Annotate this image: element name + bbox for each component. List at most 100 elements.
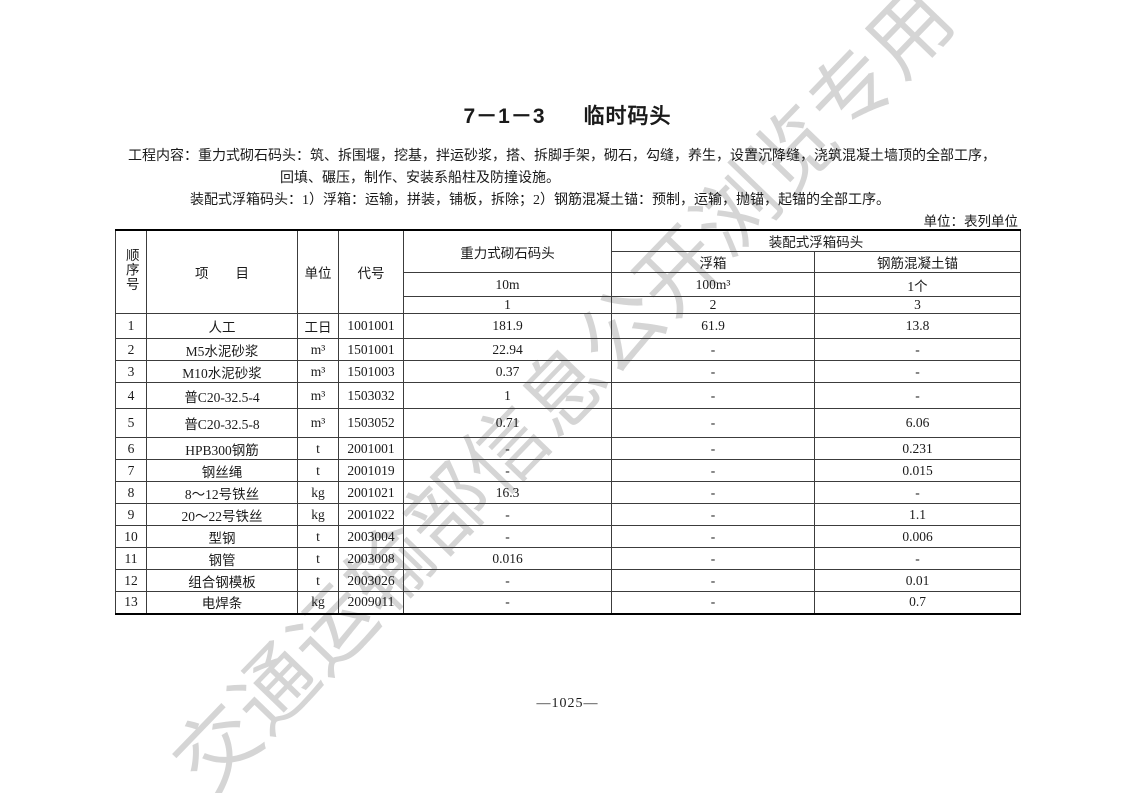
row-seq: 2 — [115, 338, 147, 361]
row-value-float: - — [611, 408, 815, 438]
work-content-line1: 工程内容：重力式砌石码头：筑、拆围堰，挖基，拌运砂浆，搭、拆脚手架，砌石，勾缝，… — [128, 149, 996, 164]
header-qty-float: 100m³ — [611, 272, 815, 297]
row-value-anchor: - — [814, 547, 1021, 570]
row-value-anchor: 1.1 — [814, 503, 1021, 526]
row-value-anchor: 0.015 — [814, 459, 1021, 482]
row-unit: m³ — [297, 338, 339, 361]
row-unit: kg — [297, 503, 339, 526]
row-value-gravity: - — [403, 459, 612, 482]
row-code: 2001022 — [338, 503, 404, 526]
table-row: 13 电焊条 kg 2009011- -0.7 — [115, 591, 1021, 614]
section-name: 临时码头 — [583, 105, 672, 128]
table-row: 5 普C20-32.5-8 m³ 1503052 0.71-6.06 — [115, 408, 1021, 438]
row-unit: m³ — [297, 360, 339, 383]
header-seq: 顺序号 — [115, 229, 147, 314]
row-value-anchor: 13.8 — [814, 313, 1021, 339]
work-content-line2: 回填、碾压，制作、安装系船柱及防撞设施。 — [280, 171, 560, 186]
row-unit: t — [297, 547, 339, 570]
row-seq: 4 — [115, 382, 147, 409]
row-unit: t — [297, 437, 339, 460]
table-row: 6 HPB300钢筋 t 2001001- -0.231 — [115, 437, 1021, 460]
table-row: 3 M10水泥砂浆 m³ 1501003 0.37- - — [115, 360, 1021, 383]
row-value-float: - — [611, 525, 815, 548]
header-unit: 单位 — [297, 229, 339, 314]
row-value-anchor: 0.01 — [814, 569, 1021, 592]
quota-table: 顺序号 项 目 单位 代号 重力式砌石码头 装配式浮箱码头 浮箱 钢筋混凝土锚 … — [115, 229, 1021, 615]
header-qty-anchor: 1个 — [814, 272, 1021, 297]
row-value-float: - — [611, 382, 815, 409]
row-seq: 10 — [115, 525, 147, 548]
row-value-gravity: - — [403, 591, 612, 614]
row-value-gravity: 16.3 — [403, 481, 612, 504]
row-item: 型钢 — [146, 525, 298, 548]
row-unit: t — [297, 569, 339, 592]
row-unit: t — [297, 459, 339, 482]
row-code: 2003004 — [338, 525, 404, 548]
row-code: 1503032 — [338, 382, 404, 409]
row-value-float: - — [611, 547, 815, 570]
row-value-anchor: 0.7 — [814, 591, 1021, 614]
row-code: 1501003 — [338, 360, 404, 383]
row-unit: kg — [297, 591, 339, 614]
row-value-gravity: - — [403, 525, 612, 548]
row-item: M10水泥砂浆 — [146, 360, 298, 383]
quota-table-header: 顺序号 项 目 单位 代号 重力式砌石码头 装配式浮箱码头 浮箱 钢筋混凝土锚 … — [115, 229, 1021, 314]
row-value-gravity: - — [403, 437, 612, 460]
row-seq: 7 — [115, 459, 147, 482]
row-seq: 3 — [115, 360, 147, 383]
row-seq: 9 — [115, 503, 147, 526]
table-row: 7 钢丝绳 t 2001019- -0.015 — [115, 459, 1021, 482]
table-row: 2 M5水泥砂浆 m³ 1501001 22.94- - — [115, 338, 1021, 361]
row-value-float: - — [611, 437, 815, 460]
table-row: 8 8～12号铁丝 kg 2001021 16.3- - — [115, 481, 1021, 504]
row-code: 2001019 — [338, 459, 404, 482]
row-item: 钢管 — [146, 547, 298, 570]
row-value-anchor: - — [814, 481, 1021, 504]
row-item: 电焊条 — [146, 591, 298, 614]
row-item: 人工 — [146, 313, 298, 339]
row-seq: 1 — [115, 313, 147, 339]
row-code: 2001021 — [338, 481, 404, 504]
header-gravity-wharf: 重力式砌石码头 — [403, 229, 612, 273]
row-unit: t — [297, 525, 339, 548]
unit-note: 单位：表列单位 — [923, 214, 1019, 229]
table-row: 12 组合钢模板 t 2003026- -0.01 — [115, 569, 1021, 592]
header-item: 项 目 — [146, 229, 298, 314]
row-value-float: - — [611, 569, 815, 592]
row-item: 8～12号铁丝 — [146, 481, 298, 504]
header-concrete-anchor: 钢筋混凝土锚 — [814, 251, 1021, 273]
row-value-float: - — [611, 459, 815, 482]
row-code: 1501001 — [338, 338, 404, 361]
quota-table-body: 1 人工 工日 1001001 181.9 61.9 13.8 2 M5水泥砂浆 m³ 150100… — [115, 313, 1021, 614]
row-seq: 11 — [115, 547, 147, 570]
row-value-anchor: - — [814, 382, 1021, 409]
row-seq: 5 — [115, 408, 147, 438]
row-value-float: - — [611, 481, 815, 504]
quota-table-wrap: 顺序号 项 目 单位 代号 重力式砌石码头 装配式浮箱码头 浮箱 钢筋混凝土锚 … — [115, 229, 1021, 615]
row-value-anchor: - — [814, 360, 1021, 383]
header-colnum-float: 2 — [611, 296, 815, 314]
row-unit: m³ — [297, 382, 339, 409]
section-title: 7－1－3 临时码头 — [115, 100, 1020, 130]
header-assembled-wharf: 装配式浮箱码头 — [611, 229, 1021, 252]
row-value-float: - — [611, 360, 815, 383]
table-row: 4 普C20-32.5-4 m³ 1503032 1- - — [115, 382, 1021, 409]
row-seq: 8 — [115, 481, 147, 504]
section-number: 7－1－3 — [463, 105, 546, 128]
table-row: 10 型钢 t 2003004- -0.006 — [115, 525, 1021, 548]
row-item: 钢丝绳 — [146, 459, 298, 482]
row-seq: 12 — [115, 569, 147, 592]
row-item: 组合钢模板 — [146, 569, 298, 592]
row-value-gravity: - — [403, 503, 612, 526]
header-floating-box: 浮箱 — [611, 251, 815, 273]
header-qty-gravity: 10m — [403, 272, 612, 297]
row-code: 2003008 — [338, 547, 404, 570]
row-seq: 6 — [115, 437, 147, 460]
row-value-gravity: 0.016 — [403, 547, 612, 570]
work-content-line3: 装配式浮箱码头：1）浮箱：运输，拼装，铺板，拆除；2）钢筋混凝土锚：预制，运输，… — [190, 193, 890, 208]
header-code: 代号 — [338, 229, 404, 314]
row-value-anchor: 0.006 — [814, 525, 1021, 548]
work-content: 工程内容：重力式砌石码头：筑、拆围堰，挖基，拌运砂浆，搭、拆脚手架，砌石，勾缝，… — [128, 146, 1028, 212]
row-value-gravity: 22.94 — [403, 338, 612, 361]
